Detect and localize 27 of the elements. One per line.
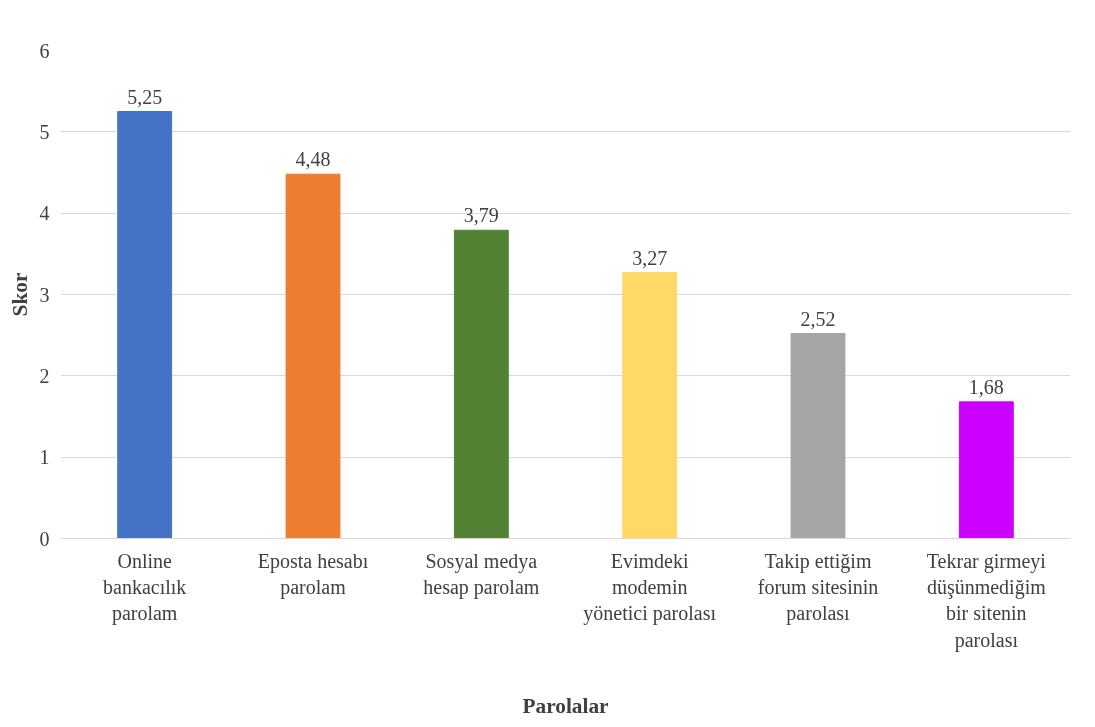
y-tick-label: 3 (39, 283, 50, 306)
bar (117, 111, 173, 539)
data-label: 4,48 (295, 148, 331, 171)
x-axis-title: Parolalar (522, 693, 610, 718)
x-tick-label: Eposta hesabı parolam (257, 549, 369, 599)
y-axis-title: Skor (7, 272, 32, 317)
y-tick-label: 5 (39, 120, 50, 143)
x-tick-label: Takip ettiğim forum sitesinin parolası (757, 549, 879, 626)
x-tick-label: Evimdeki modemin yönetici parolası (583, 549, 717, 626)
bar (790, 333, 846, 539)
y-tick-label: 2 (39, 364, 50, 387)
y-tick-label: 1 (39, 446, 50, 469)
bar (622, 272, 678, 539)
data-label: 3,79 (463, 204, 499, 227)
y-tick-label: 4 (39, 202, 50, 225)
bar (285, 173, 341, 539)
data-label: 2,52 (800, 307, 836, 330)
data-label: 1,68 (968, 375, 1004, 398)
y-tick-label: 0 (39, 527, 50, 550)
x-tick-label: Sosyal medya hesap parolam (423, 549, 540, 599)
x-tick-label: Online bankacılık parolam (103, 549, 187, 626)
bar (958, 401, 1014, 539)
y-tick-label: 6 (39, 39, 50, 62)
x-tick-label: Tekrar girmeyi düşünmediğim bir sitenin parolası (926, 549, 1047, 652)
data-label: 5,25 (127, 85, 163, 108)
data-label: 3,27 (632, 246, 668, 269)
bar (453, 229, 509, 539)
